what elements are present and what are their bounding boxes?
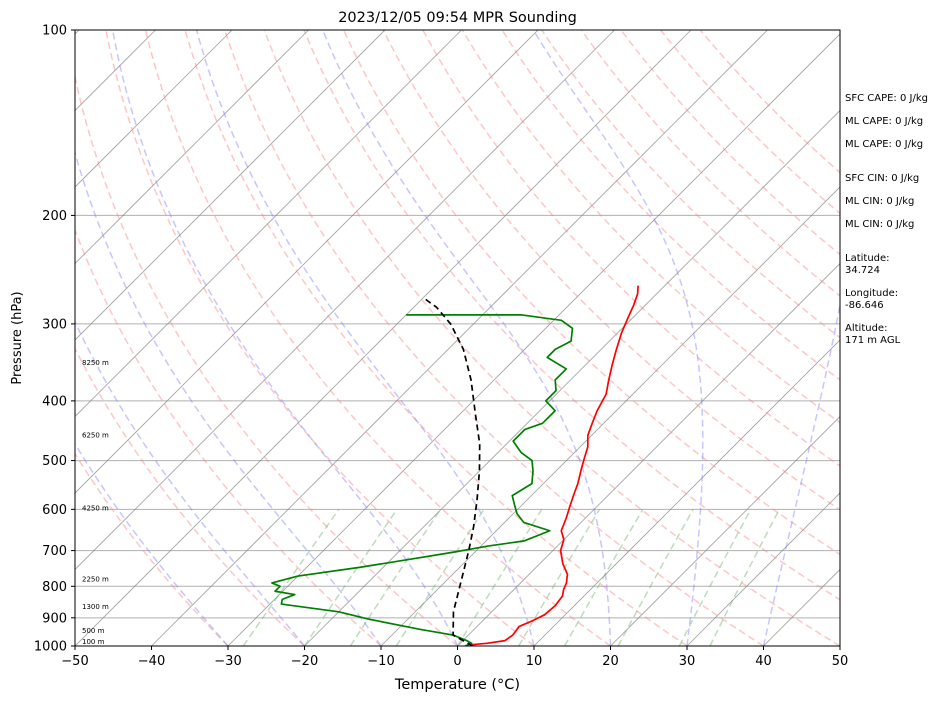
isotherm-line [0, 30, 3, 646]
mixing-ratio-line [519, 509, 600, 646]
x-tick-label: −50 [61, 654, 88, 669]
y-tick-label: 100 [42, 24, 67, 39]
x-tick-label: 10 [526, 654, 543, 669]
latitude-label: Latitude: 34.724 [845, 253, 890, 277]
chart-title: 2023/12/05 09:54 MPR Sounding [338, 10, 577, 26]
longitude-label: Longitude: -86.646 [845, 288, 898, 312]
y-tick-label: 700 [42, 544, 67, 559]
isotherm-line [228, 30, 844, 646]
x-tick-label: 30 [679, 654, 696, 669]
height-label: 4250 m [82, 504, 109, 512]
altitude-label: Altitude: 171 m AGL [845, 323, 900, 347]
x-axis-label: Temperature (°C) [394, 677, 520, 693]
moist-adiabat [533, 30, 703, 646]
y-tick-label: 900 [42, 611, 67, 626]
ml-cin-label: ML CIN: 0 J/kg [845, 196, 914, 208]
mixing-ratio-line [305, 509, 397, 646]
height-label: 100 m [82, 638, 105, 646]
x-tick-label: 20 [602, 654, 619, 669]
dry-adiabat [27, 30, 381, 646]
height-label: 500 m [82, 627, 105, 635]
ml-cape-label-2: ML CAPE: 0 J/kg [845, 139, 923, 151]
y-axis-label: Pressure (hPa) [10, 291, 25, 384]
temperature-line [472, 286, 638, 645]
x-tick-label: −30 [214, 654, 241, 669]
profile-series [272, 286, 638, 646]
x-tick-label: −40 [138, 654, 165, 669]
mixing-ratio-line [679, 509, 750, 646]
height-label: 2250 m [82, 576, 109, 584]
background-lines [0, 30, 947, 646]
x-tick-label: 0 [453, 654, 461, 669]
x-tick-label: 40 [755, 654, 772, 669]
dry-adiabat [145, 30, 610, 646]
x-tick-label: −20 [291, 654, 318, 669]
isotherm-line [0, 30, 232, 646]
y-tick-label: 400 [42, 394, 67, 409]
moist-adiabat [197, 30, 534, 646]
mixing-ratio-line [710, 509, 779, 646]
height-label: 6250 m [82, 431, 109, 439]
y-tick-label: 800 [42, 580, 67, 595]
dry-adiabat [304, 30, 917, 646]
ml-cape-label: ML CAPE: 0 J/kg [845, 116, 923, 128]
sfc-cape-label: SFC CAPE: 0 J/kg [845, 93, 928, 105]
dry-adiabat [225, 30, 764, 646]
y-tick-label: 500 [42, 454, 67, 469]
y-tick-label: 600 [42, 503, 67, 518]
y-tick-label: 200 [42, 209, 67, 224]
isotherm-line [305, 30, 921, 646]
y-tick-label: 300 [42, 317, 67, 332]
mixing-ratio-line [350, 509, 440, 646]
height-label: 1300 m [82, 603, 109, 611]
ml-cin-label-2: ML CIN: 0 J/kg [845, 219, 914, 231]
dry-adiabat [264, 30, 840, 646]
x-tick-label: −10 [367, 654, 394, 669]
height-label: 8250 m [82, 359, 109, 367]
y-tick-label: 1000 [34, 640, 67, 655]
parcel-line [423, 298, 479, 646]
x-tick-label: 50 [832, 654, 849, 669]
mixing-ratio-line [618, 509, 693, 646]
moist-adiabat [0, 30, 228, 646]
sfc-cin-label: SFC CIN: 0 J/kg [845, 173, 919, 185]
isotherm-line [75, 30, 691, 646]
dry-adiabat [0, 30, 228, 646]
